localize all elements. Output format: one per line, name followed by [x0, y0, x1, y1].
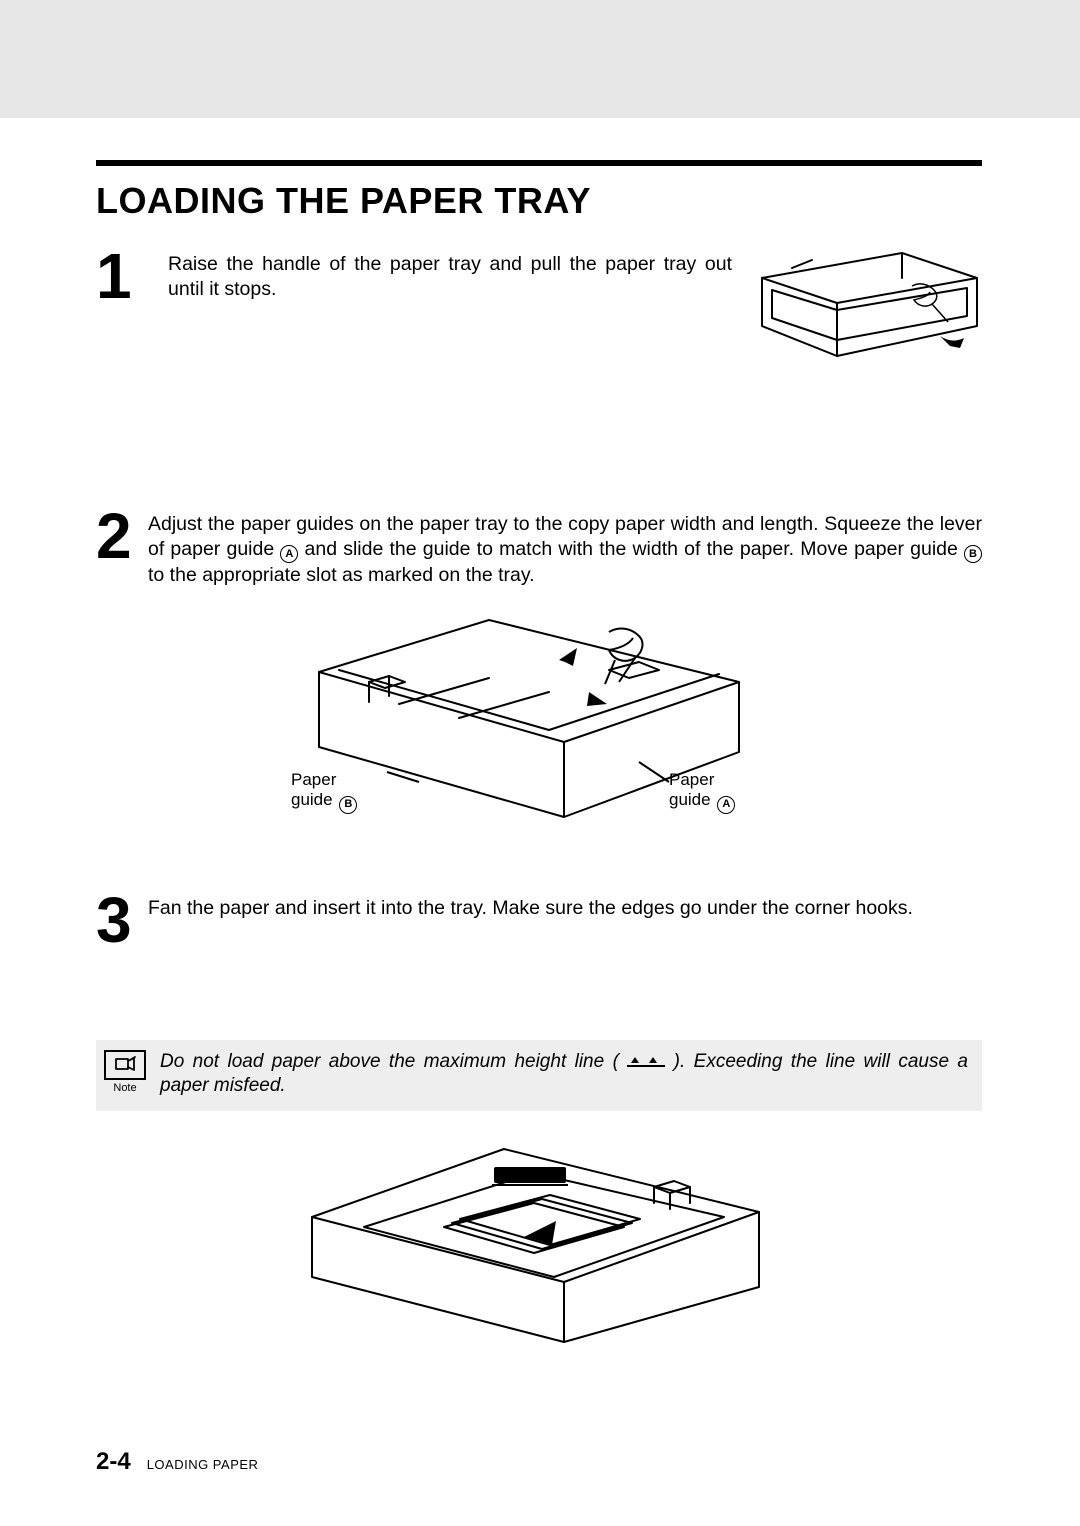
fig2-label-a-line1: Paper	[669, 770, 714, 789]
step-3-number: 3	[96, 892, 138, 950]
fig2-circled-a-icon: A	[717, 796, 735, 814]
note-badge: Note	[104, 1050, 146, 1094]
content-area: LOADING THE PAPER TRAY 1 Raise the handl…	[96, 160, 982, 1347]
step-1: 1 Raise the handle of the paper tray and…	[96, 248, 982, 368]
note-label: Note	[113, 1082, 136, 1094]
note-text: Do not load paper above the maximum heig…	[160, 1050, 968, 1099]
fig2-label-b: Paper guide B	[291, 770, 357, 814]
top-gray-bar	[0, 0, 1080, 118]
page: LOADING THE PAPER TRAY 1 Raise the handl…	[0, 0, 1080, 1526]
fig2-circled-b-icon: B	[339, 796, 357, 814]
fig2-label-a-line2-prefix: guide	[669, 790, 715, 809]
step-3: 3 Fan the paper and insert it into the t…	[96, 892, 982, 950]
step-2-text: Adjust the paper guides on the paper tra…	[148, 508, 982, 588]
circled-b-icon: B	[964, 545, 982, 563]
step-2-text-part2: and slide the guide to match with the wi…	[298, 538, 964, 560]
footer-page-number: 2-4	[96, 1448, 131, 1476]
footer-section-label: LOADING PAPER	[147, 1457, 259, 1472]
step-2-text-part3: to the appropriate slot as marked on the…	[148, 564, 535, 586]
step-3-illustration	[304, 1137, 774, 1347]
fig2-label-b-line1: Paper	[291, 770, 336, 789]
step-1-illustration	[752, 248, 982, 368]
step-1-text: Raise the handle of the paper tray and p…	[168, 248, 732, 302]
page-title: LOADING THE PAPER TRAY	[96, 180, 982, 222]
heading-rule	[96, 160, 982, 166]
fig2-label-a: Paper guide A	[669, 770, 735, 814]
note-text-before: Do not load paper above the maximum heig…	[160, 1051, 627, 1072]
step-2: 2 Adjust the paper guides on the paper t…	[96, 508, 982, 588]
step-2-figure-wrap: Paper guide B Paper guide A	[309, 612, 769, 822]
note-block: Note Do not load paper above the maximum…	[96, 1040, 982, 1111]
note-icon	[104, 1050, 146, 1080]
step-2-number: 2	[96, 508, 138, 566]
circled-a-icon: A	[280, 545, 298, 563]
fig2-label-b-line2-prefix: guide	[291, 790, 337, 809]
page-footer: 2-4 LOADING PAPER	[96, 1448, 258, 1476]
step-1-number: 1	[96, 248, 138, 306]
step-3-text: Fan the paper and insert it into the tra…	[148, 892, 982, 921]
max-height-line-icon	[627, 1055, 665, 1069]
